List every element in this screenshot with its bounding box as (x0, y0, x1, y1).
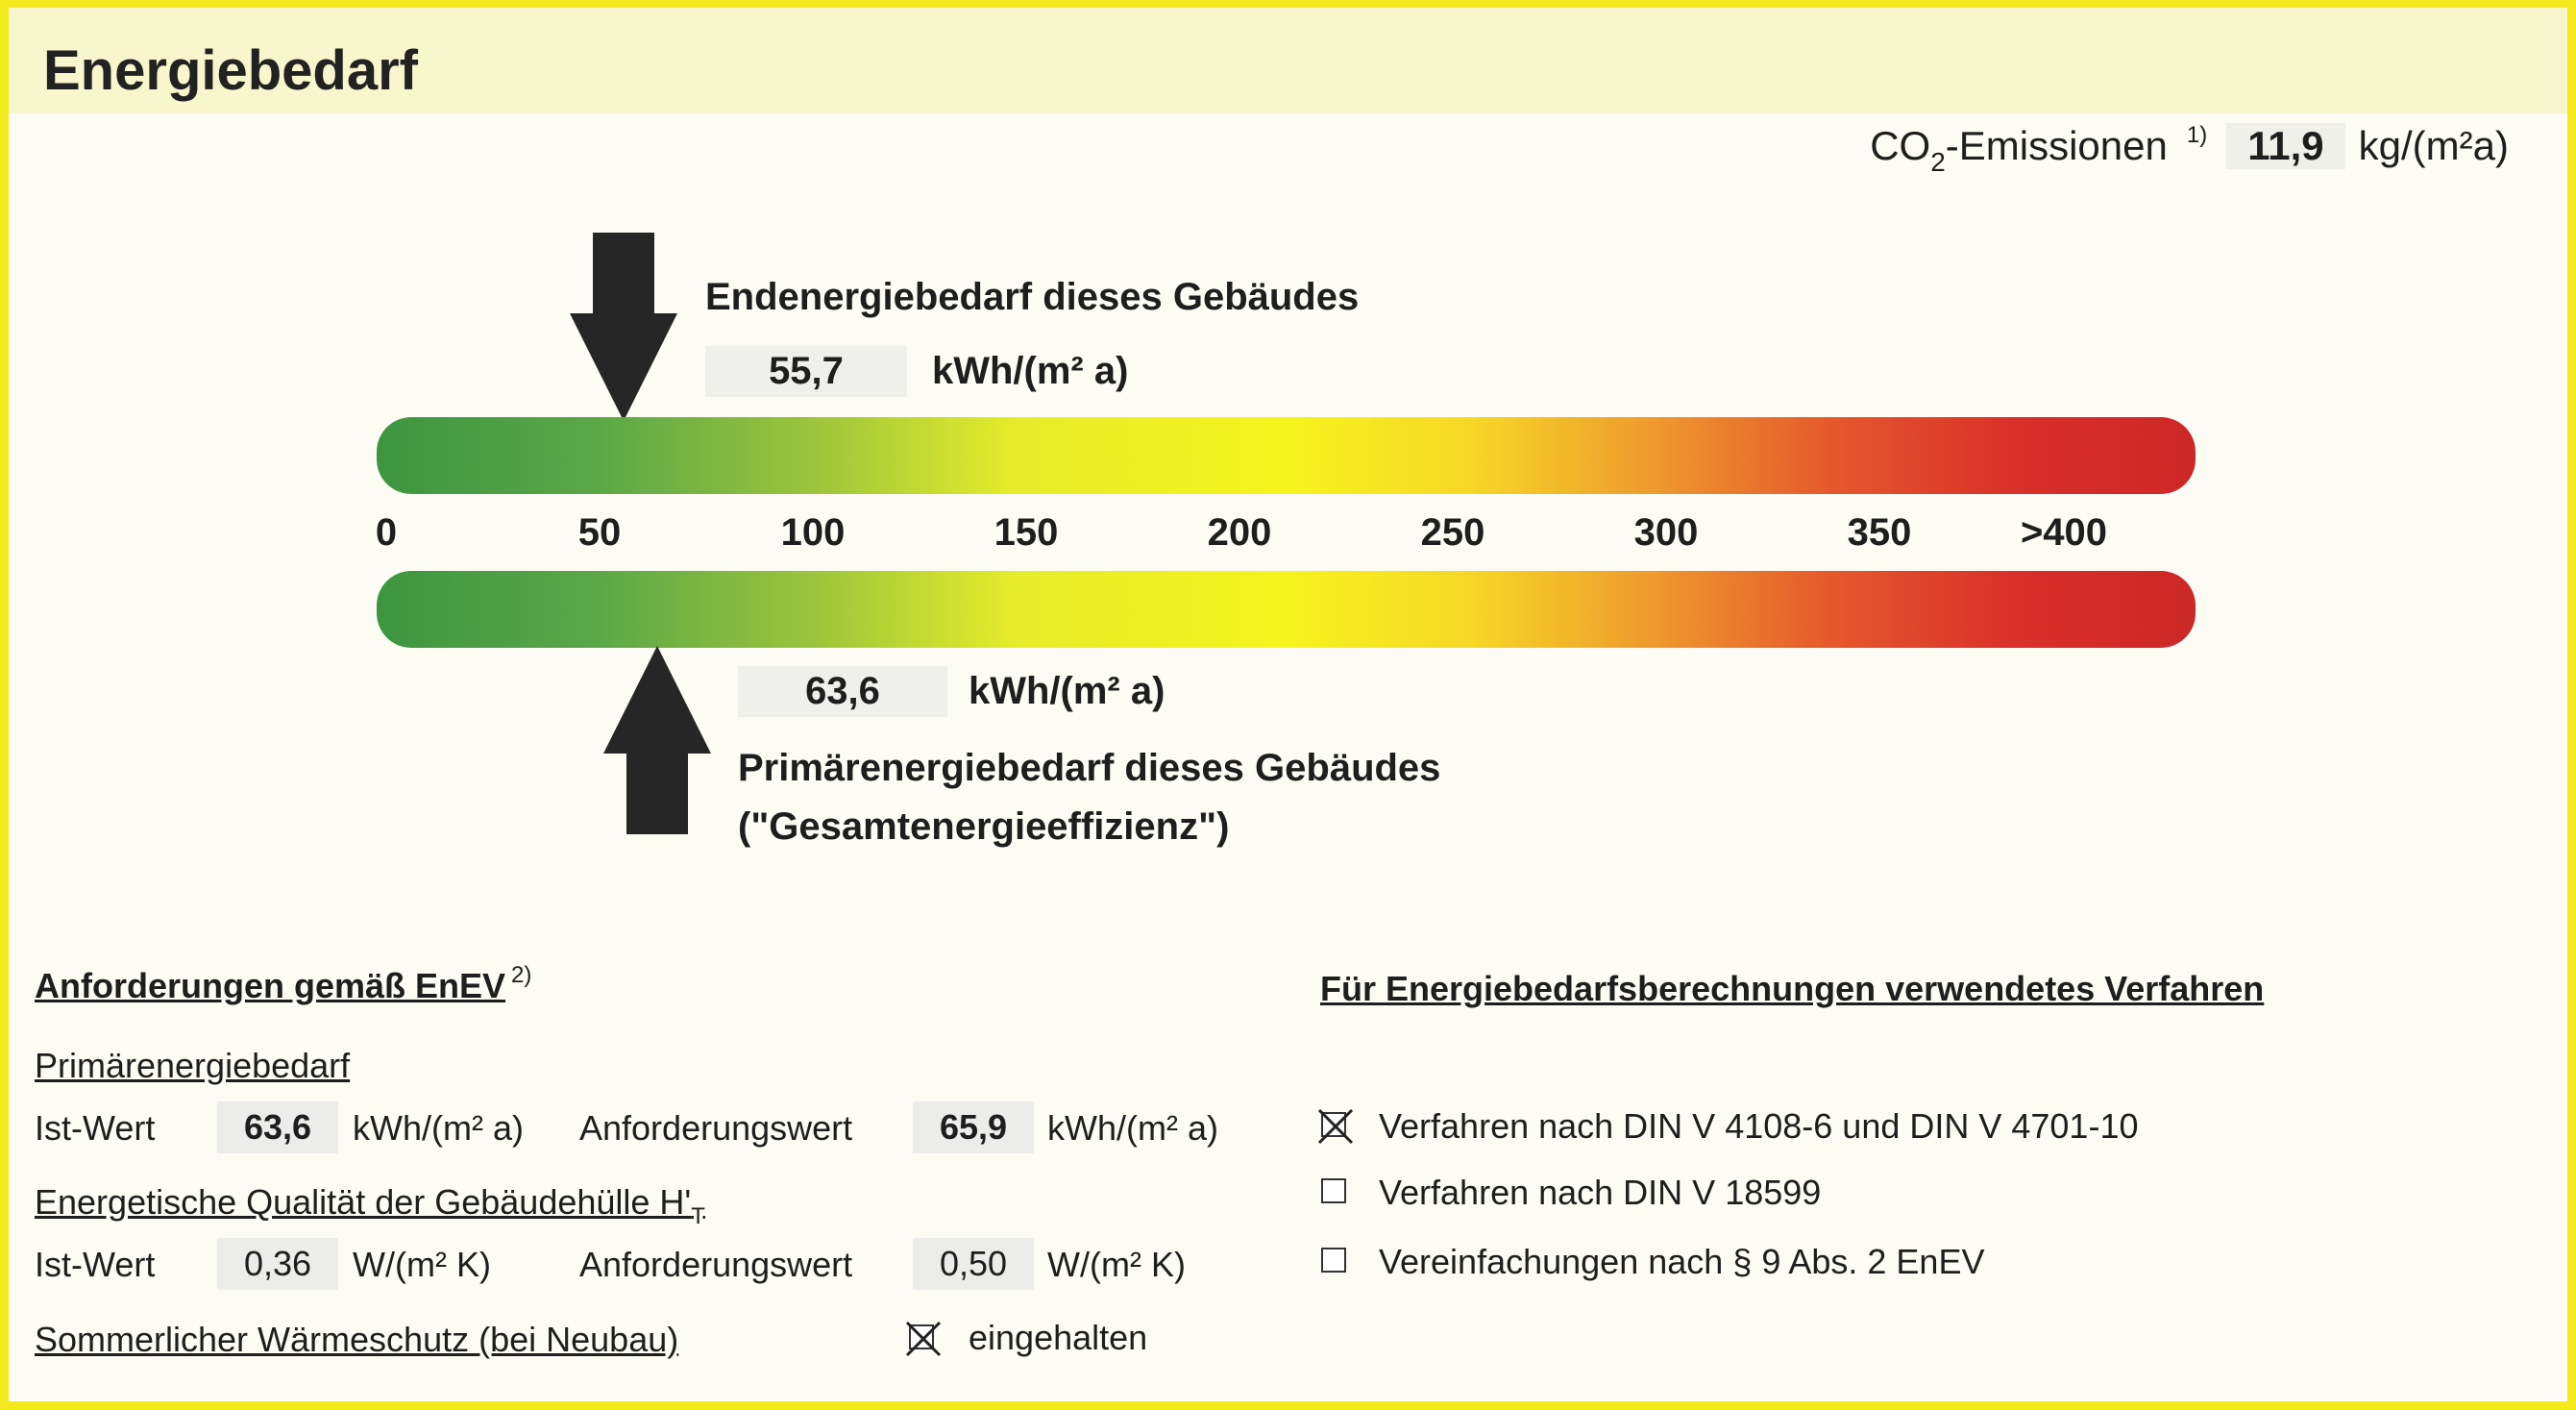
verfahren-checkbox-2[interactable] (1321, 1178, 1346, 1203)
huelle-heading-sub: T (691, 1203, 705, 1229)
primaerenergie-value: 63,6 (738, 666, 947, 717)
page-title: Energiebedarf (43, 39, 418, 102)
endenergie-unit: kWh/(m² a) (932, 350, 1129, 392)
huelle-ist-label: Ist-Wert (35, 1245, 156, 1284)
primaer-ist-unit: kWh/(m² a) (353, 1108, 524, 1148)
primaerenergie-label: Primärenergiebedarf dieses Gebäudes (738, 747, 1441, 789)
huelle-heading: Energetische Qualität der Gebäudehülle H… (35, 1182, 692, 1222)
requirements-heading: Anforderungen gemäß EnEV (35, 966, 506, 1005)
co2-emissions: CO 2 -Emissionen 1) 11,9 kg/(m²a) (1870, 122, 2509, 177)
verfahren-option-1: Verfahren nach DIN V 4108-6 und DIN V 47… (1379, 1106, 2139, 1146)
verfahren-checkbox-1[interactable] (1317, 1108, 1354, 1145)
checkbox-cross-icon (1317, 1108, 1354, 1145)
scale-tick-label: 250 (1420, 511, 1485, 554)
checkbox-cross-icon (905, 1321, 942, 1357)
endenergie-value-row: 55,7 kWh/(m² a) (705, 346, 1128, 397)
co2-footnote: 1) (2186, 122, 2208, 148)
primaerenergie-scale-bar (377, 571, 2196, 648)
primaerenergie-value-row: 63,6 kWh/(m² a) (738, 666, 1165, 717)
scale-tick-label: 50 (577, 511, 622, 554)
scale-tick-label: 300 (1633, 511, 1699, 554)
endenergie-arrow-icon (570, 233, 678, 421)
title-bar: Energiebedarf (9, 8, 2567, 113)
primaerenergie-arrow-icon (603, 646, 712, 834)
primaer-anf-label: Anforderungswert (579, 1108, 853, 1148)
scale-tick-label: 200 (1207, 511, 1272, 554)
sommer-heading: Sommerlicher Wärmeschutz (bei Neubau) (35, 1320, 679, 1359)
endenergie-value: 55,7 (705, 346, 907, 397)
co2-label: CO (1870, 123, 1931, 168)
huelle-anf-unit: W/(m² K) (1047, 1245, 1186, 1284)
primaer-anf-value: 65,9 (913, 1101, 1034, 1153)
huelle-heading-row: Energetische Qualität der Gebäudehülle H… (35, 1182, 705, 1229)
scale-tick-label: 150 (994, 511, 1059, 554)
verfahren-option-3: Vereinfachungen nach § 9 Abs. 2 EnEV (1379, 1242, 1985, 1281)
co2-unit: kg/(m²a) (2358, 123, 2509, 168)
primaer-ist-value: 63,6 (217, 1101, 338, 1153)
requirements-heading-row: Anforderungen gemäß EnEV 2) (35, 962, 531, 1006)
scale-tick-label: 0 (375, 511, 398, 554)
primaerenergie-label-line2: ("Gesamtenergieeffizienz") (738, 805, 1230, 848)
co2-label-rest: -Emissionen (1945, 123, 2168, 168)
sommer-label: eingehalten (969, 1318, 1148, 1357)
primaer-heading: Primärenergiebedarf (35, 1046, 351, 1085)
requirements-footnote: 2) (511, 962, 532, 988)
scale-tick-label: 350 (1847, 511, 1912, 554)
co2-label-sub: 2 (1930, 147, 1946, 177)
primaer-anf-unit: kWh/(m² a) (1047, 1108, 1218, 1148)
huelle-anf-label: Anforderungswert (579, 1245, 853, 1284)
verfahren-option-2: Verfahren nach DIN V 18599 (1379, 1173, 1822, 1212)
primaerenergie-unit: kWh/(m² a) (969, 670, 1165, 712)
endenergie-label: Endenergiebedarf dieses Gebäudes (705, 276, 1360, 318)
primaer-ist-label: Ist-Wert (35, 1108, 156, 1148)
verfahren-heading: Für Energiebedarfsberechnungen verwendet… (1320, 969, 2265, 1008)
huelle-ist-unit: W/(m² K) (353, 1245, 491, 1284)
scale-tick-label: 100 (780, 511, 846, 554)
scale-tick-label: >400 (2020, 511, 2108, 554)
sommer-checkbox[interactable] (905, 1321, 942, 1357)
co2-value: 11,9 (2226, 123, 2345, 169)
endenergie-scale-bar (377, 417, 2196, 494)
huelle-anf-value: 0,50 (913, 1238, 1034, 1290)
huelle-ist-value: 0,36 (217, 1238, 338, 1290)
verfahren-checkbox-3[interactable] (1321, 1248, 1346, 1273)
